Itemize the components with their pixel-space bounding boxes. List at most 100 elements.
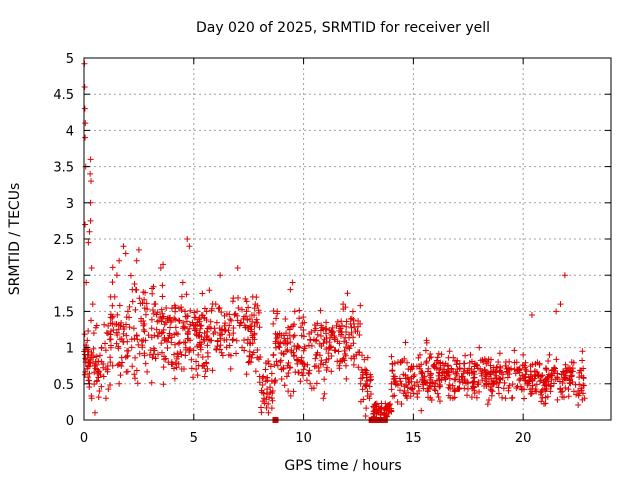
data-point xyxy=(415,383,422,390)
data-point xyxy=(206,324,213,331)
data-point xyxy=(520,351,527,358)
data-point xyxy=(378,409,385,416)
axis-ticks xyxy=(83,57,611,421)
data-point xyxy=(182,308,189,315)
data-point xyxy=(401,388,408,395)
data-point xyxy=(238,319,245,326)
data-point xyxy=(349,308,356,315)
data-point xyxy=(326,326,333,333)
data-point xyxy=(306,367,313,374)
data-point xyxy=(543,366,550,373)
data-point xyxy=(500,385,507,392)
data-point xyxy=(367,377,374,384)
data-point xyxy=(171,315,178,322)
data-point xyxy=(162,337,169,344)
data-point xyxy=(191,327,198,334)
data-point xyxy=(193,321,200,328)
data-point xyxy=(287,286,294,293)
y-tick-label: 0.5 xyxy=(53,378,74,393)
data-point xyxy=(418,407,425,414)
data-point xyxy=(398,400,405,407)
data-point xyxy=(477,365,484,372)
y-tick-label: 5 xyxy=(66,52,74,67)
data-point xyxy=(416,365,423,372)
data-point xyxy=(402,339,409,346)
data-point xyxy=(234,312,241,319)
data-point xyxy=(168,339,175,346)
data-point xyxy=(285,359,292,366)
data-point xyxy=(105,322,112,329)
data-point xyxy=(212,329,219,336)
data-point xyxy=(460,360,467,367)
data-point xyxy=(547,388,554,395)
data-point xyxy=(244,317,251,324)
data-point xyxy=(283,330,290,337)
data-point xyxy=(122,250,129,257)
data-point xyxy=(109,264,116,271)
data-point xyxy=(94,366,101,373)
data-point xyxy=(527,390,534,397)
data-point xyxy=(464,379,471,386)
data-point xyxy=(97,352,104,359)
y-tick-label: 4 xyxy=(66,124,74,139)
data-point xyxy=(97,371,104,378)
data-point xyxy=(537,391,544,398)
data-point xyxy=(82,134,89,141)
data-point xyxy=(308,328,315,335)
data-point xyxy=(91,409,98,416)
data-point xyxy=(294,360,301,367)
data-point xyxy=(149,307,156,314)
data-point xyxy=(340,301,347,308)
data-point xyxy=(142,337,149,344)
data-point xyxy=(253,294,260,301)
data-point xyxy=(418,370,425,377)
data-point xyxy=(428,396,435,403)
data-point xyxy=(276,344,283,351)
data-point xyxy=(378,404,385,411)
data-point xyxy=(177,349,184,356)
data-point xyxy=(359,352,366,359)
data-point xyxy=(300,326,307,333)
data-point xyxy=(195,332,202,339)
data-point xyxy=(545,357,552,364)
data-point xyxy=(565,386,572,393)
data-point xyxy=(506,382,513,389)
data-point xyxy=(136,295,143,302)
data-point xyxy=(578,372,585,379)
data-point xyxy=(568,373,575,380)
data-point xyxy=(305,369,312,376)
data-point xyxy=(174,350,181,357)
data-point xyxy=(381,410,388,417)
data-point xyxy=(95,358,102,365)
data-point xyxy=(409,386,416,393)
data-point xyxy=(239,306,246,313)
data-point xyxy=(328,368,335,375)
data-point xyxy=(520,375,527,382)
data-point xyxy=(350,334,357,341)
data-point xyxy=(404,359,411,366)
data-point xyxy=(561,374,568,381)
data-point xyxy=(566,367,573,374)
data-point xyxy=(423,337,430,344)
data-point xyxy=(166,332,173,339)
data-point xyxy=(522,366,529,373)
data-point xyxy=(388,405,395,412)
data-point xyxy=(285,324,292,331)
data-point xyxy=(572,381,579,388)
data-point xyxy=(184,313,191,320)
data-point xyxy=(291,332,298,339)
data-point xyxy=(320,395,327,402)
data-point xyxy=(235,304,242,311)
data-point xyxy=(171,341,178,348)
y-tick-label: 4.5 xyxy=(53,88,74,103)
data-point xyxy=(343,328,350,335)
data-point xyxy=(218,349,225,356)
data-point xyxy=(539,394,546,401)
data-point xyxy=(269,388,276,395)
data-point xyxy=(272,377,279,384)
data-point xyxy=(277,357,284,364)
data-point xyxy=(371,407,378,414)
data-point xyxy=(317,327,324,334)
data-point xyxy=(435,350,442,357)
data-point xyxy=(120,338,127,345)
